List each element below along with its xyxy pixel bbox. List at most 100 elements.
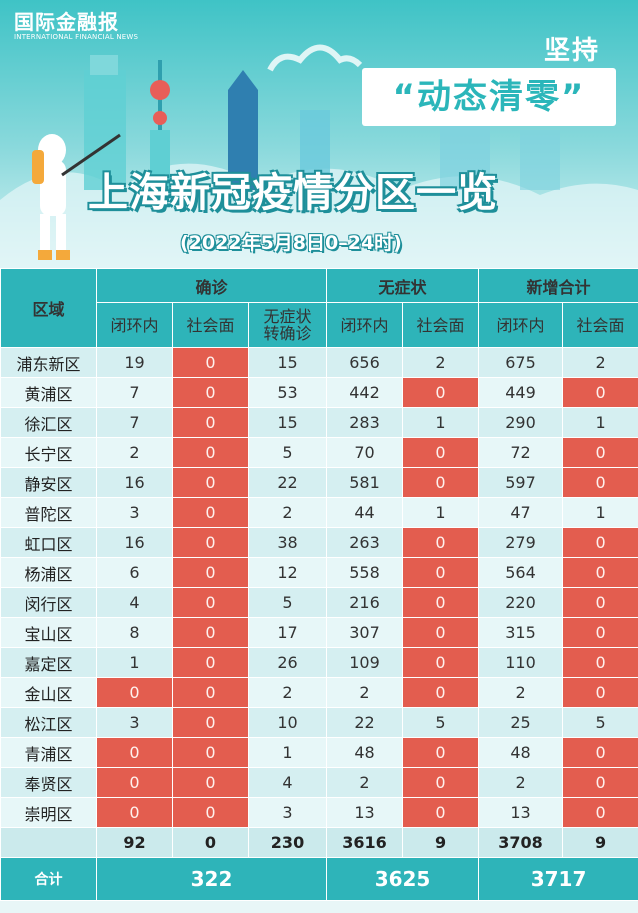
area-cell: 奉贤区 [0,767,97,798]
value-cell: 3 [247,797,328,828]
value-cell: 0 [402,767,480,798]
sum-cell: 0 [172,827,249,858]
value-cell: 0 [172,647,249,678]
table-row: 崇明区 0 0 3 13 0 13 0 [0,797,638,828]
value-cell: 0 [402,437,480,468]
value-cell: 2 [247,677,328,708]
total-label: 合计 [0,857,97,901]
area-cell: 宝山区 [0,617,97,648]
value-cell: 0 [562,527,638,558]
table-row: 黄浦区 7 0 53 442 0 449 0 [0,377,638,408]
area-cell: 浦东新区 [0,347,97,378]
sub-asym-social: 社会面 [402,302,480,348]
value-cell: 15 [247,347,328,378]
value-cell: 5 [402,707,480,738]
table-row: 普陀区 3 0 2 44 1 47 1 [0,497,638,528]
value-cell: 10 [247,707,328,738]
group-confirmed: 确诊 [95,268,328,303]
value-cell: 16 [96,467,173,498]
table-row: 宝山区 8 0 17 307 0 315 0 [0,617,638,648]
value-cell: 13 [478,797,564,828]
value-cell: 109 [326,647,404,678]
area-cell: 黄浦区 [0,377,97,408]
header-row-groups: 区域 确诊 无症状 新增合计 [0,268,638,348]
header-banner: 国际金融报 INTERNATIONAL FINANCIAL NEWS 坚持 “动… [0,0,638,268]
district-table: 区域 确诊 无症状 新增合计 闭环内 社会面 无症状转确诊 闭环内 社会面 闭环… [0,268,638,901]
value-cell: 0 [402,467,480,498]
value-cell: 53 [247,377,328,408]
value-cell: 2 [562,347,638,378]
table-body: 浦东新区 19 0 15 656 2 675 2 黄浦区 7 0 53 442 0 449 0 徐汇区 7 0 15 2… [0,347,638,828]
value-cell: 0 [96,737,173,768]
value-cell: 0 [562,617,638,648]
total-new: 3717 [478,857,638,901]
value-cell: 0 [402,527,480,558]
sum-row: 92 0 230 3616 9 3708 9 [0,827,638,858]
logo-sub: INTERNATIONAL FINANCIAL NEWS [14,33,139,41]
area-header: 区域 [0,268,97,348]
value-cell: 3 [96,497,173,528]
value-cell: 0 [402,587,480,618]
value-cell: 22 [326,707,404,738]
value-cell: 6 [96,557,173,588]
slogan-text: “动态清零” [392,77,586,117]
value-cell: 0 [172,557,249,588]
sub-asym-closed: 闭环内 [326,302,404,348]
value-cell: 3 [96,707,173,738]
value-cell: 0 [402,677,480,708]
table-row: 杨浦区 6 0 12 558 0 564 0 [0,557,638,588]
table-row: 静安区 16 0 22 581 0 597 0 [0,467,638,498]
area-cell: 长宁区 [0,437,97,468]
sum-cell: 9 [402,827,480,858]
value-cell: 48 [478,737,564,768]
total-asymptomatic: 3625 [326,857,480,901]
value-cell: 656 [326,347,404,378]
sum-row-label [0,827,97,858]
value-cell: 1 [562,497,638,528]
area-cell: 杨浦区 [0,557,97,588]
value-cell: 0 [562,587,638,618]
value-cell: 0 [172,437,249,468]
value-cell: 16 [96,527,173,558]
value-cell: 1 [562,407,638,438]
value-cell: 0 [562,797,638,828]
value-cell: 0 [172,737,249,768]
value-cell: 0 [172,797,249,828]
value-cell: 0 [172,587,249,618]
page-subtitle: (2022年5月8日0–24时) [180,232,402,254]
sub-confirmed-social: 社会面 [172,302,249,348]
table-row: 金山区 0 0 2 2 0 2 0 [0,677,638,708]
sub-total-social: 社会面 [562,302,638,348]
value-cell: 5 [562,707,638,738]
value-cell: 70 [326,437,404,468]
value-cell: 1 [402,407,480,438]
value-cell: 4 [96,587,173,618]
value-cell: 581 [326,467,404,498]
sub-confirmed-converted: 无症状转确诊 [247,302,328,348]
value-cell: 72 [478,437,564,468]
value-cell: 0 [172,407,249,438]
table-row: 奉贤区 0 0 4 2 0 2 0 [0,767,638,798]
value-cell: 1 [96,647,173,678]
value-cell: 5 [247,437,328,468]
value-cell: 19 [96,347,173,378]
value-cell: 0 [96,767,173,798]
value-cell: 220 [478,587,564,618]
header-row-sub: 闭环内 社会面 无症状转确诊 闭环内 社会面 闭环内 社会面 [1,302,638,348]
value-cell: 0 [402,377,480,408]
table-row: 闵行区 4 0 5 216 0 220 0 [0,587,638,618]
value-cell: 0 [172,377,249,408]
table-row: 徐汇区 7 0 15 283 1 290 1 [0,407,638,438]
value-cell: 110 [478,647,564,678]
value-cell: 22 [247,467,328,498]
area-cell: 金山区 [0,677,97,708]
group-new-total: 新增合计 [478,268,638,303]
value-cell: 5 [247,587,328,618]
value-cell: 449 [478,377,564,408]
table-row: 嘉定区 1 0 26 109 0 110 0 [0,647,638,678]
value-cell: 0 [172,527,249,558]
value-cell: 38 [247,527,328,558]
value-cell: 558 [326,557,404,588]
area-cell: 崇明区 [0,797,97,828]
value-cell: 0 [562,557,638,588]
